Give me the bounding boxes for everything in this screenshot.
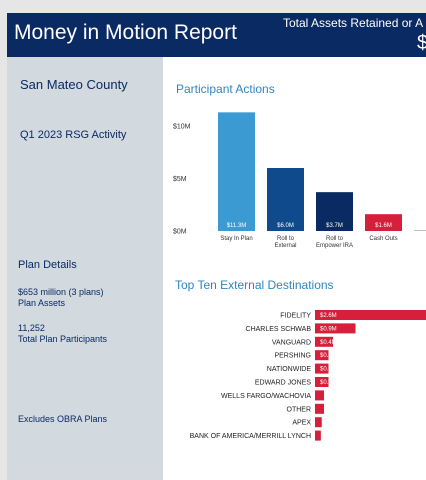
- destination-bar: [315, 350, 329, 361]
- destination-bar: [315, 390, 324, 401]
- sidebar: San Mateo County Q1 2023 RSG Activity Pl…: [7, 57, 163, 480]
- bar: [414, 229, 426, 231]
- plan-details-heading: Plan Details: [18, 259, 77, 271]
- destination-label: EDWARD JONES: [255, 380, 311, 387]
- destination-label: NATIONWIDE: [267, 366, 312, 373]
- destination-bar: [315, 336, 333, 347]
- destination-data-label: $0.3M: [320, 353, 337, 359]
- bar-data-label: $11.3M: [227, 223, 247, 229]
- destination-data-label: $0.4M: [320, 340, 337, 346]
- plan-assets-label: Plan Assets: [18, 298, 66, 308]
- destination-label: APEX: [292, 420, 311, 427]
- bar-data-label: $1.6M: [375, 223, 392, 229]
- charts-svg: $0M $5M $10M $11.3M Stay In Plan $6.0M Roll to…: [173, 112, 426, 441]
- bar: [218, 112, 255, 231]
- y-tick-label: $10M: [173, 124, 191, 131]
- plan-assets-value: $653 million (3 plans): [18, 287, 104, 297]
- total-assets-label: Total Assets Retained or A: [283, 16, 424, 30]
- destination-bar: [315, 377, 329, 387]
- bar-data-label: $6.0M: [277, 223, 294, 229]
- x-tick-label: Roll to: [326, 236, 344, 242]
- destination-bar: [315, 417, 322, 428]
- x-tick-label: Cash Outs: [369, 236, 397, 242]
- destination-label: WELLS FARGO/WACHOVIA: [221, 393, 311, 400]
- destination-label: OTHER: [287, 406, 312, 413]
- sidebar-panel: San Mateo County Q1 2023 RSG Activity Pl…: [9, 59, 163, 478]
- destination-data-label: $0.9M: [320, 326, 337, 332]
- destination-data-label: $0.3M: [320, 367, 337, 373]
- destination-label: CHARLES SCHWAB: [246, 326, 312, 333]
- county-name: San Mateo County: [20, 77, 128, 92]
- destination-label: FIDELITY: [280, 313, 311, 320]
- destination-bar: [315, 310, 426, 320]
- destination-label: PERSHING: [274, 353, 311, 360]
- x-tick-label: Stay In Plan: [220, 236, 252, 242]
- destinations-title: Top Ten External Destinations: [175, 278, 334, 292]
- x-tick-label: Empower IRA: [316, 243, 353, 249]
- participant-actions-title: Participant Actions: [176, 82, 275, 96]
- x-tick-label: External: [274, 243, 296, 249]
- destination-bar: [315, 323, 356, 334]
- participants-label: Total Plan Participants: [18, 334, 108, 344]
- destination-bar: [315, 363, 329, 374]
- bar: [316, 192, 353, 231]
- report-header: Money in Motion Report Total Assets Reta…: [7, 13, 426, 57]
- obra-note: Excludes OBRA Plans: [18, 414, 108, 424]
- destination-bar: [315, 403, 324, 414]
- destination-data-label: $2.6M: [320, 313, 337, 319]
- destination-data-label: $0.3M: [320, 380, 337, 386]
- destination-label: BANK OF AMERICA/MERRILL LYNCH: [190, 433, 311, 440]
- activity-period: Q1 2023 RSG Activity: [20, 129, 127, 141]
- destination-bar: [315, 430, 321, 441]
- total-assets-value: $: [417, 32, 426, 54]
- bar: [267, 168, 304, 231]
- y-tick-label: $0M: [173, 229, 187, 236]
- bar: [365, 214, 402, 231]
- participants-value: 11,252: [18, 323, 45, 333]
- y-tick-label: $5M: [173, 176, 187, 183]
- page-title: Money in Motion Report: [14, 21, 237, 44]
- x-tick-label: Roll to: [277, 236, 295, 242]
- report-canvas: Money in Motion Report Total Assets Reta…: [7, 13, 426, 480]
- bar-data-label: $3.7M: [326, 223, 343, 229]
- destination-label: VANGUARD: [272, 339, 311, 346]
